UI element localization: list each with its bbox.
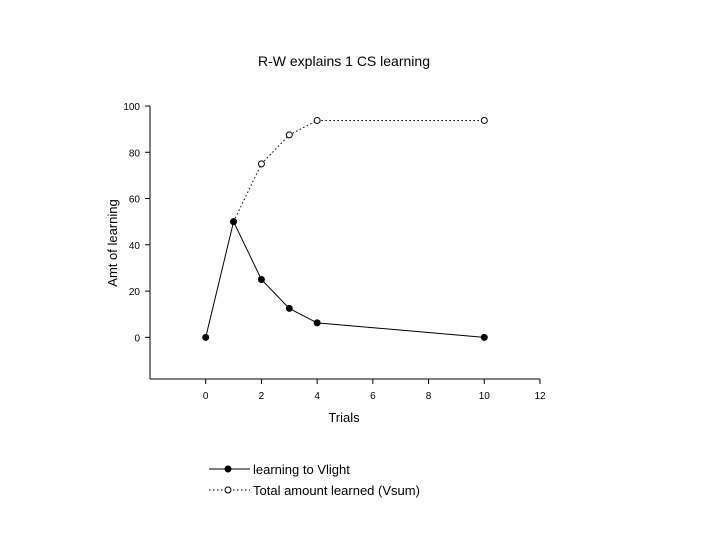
series-1-point: [202, 333, 210, 341]
legend-label-2: Total amount learned (Vsum): [253, 483, 420, 498]
series-1-point: [285, 304, 293, 312]
x-tick-label: 12: [534, 391, 546, 402]
series-1-point: [313, 319, 321, 327]
series-2-point: [257, 160, 265, 168]
y-tick-label: 0: [134, 333, 140, 344]
y-tick-label: 20: [129, 287, 141, 298]
legend-label-1: learning to Vlight: [253, 462, 350, 477]
legend-marker-1: [224, 465, 232, 473]
x-tick-label: 0: [203, 391, 209, 402]
series-2-point: [285, 131, 293, 139]
series-layer: [202, 116, 488, 341]
y-axis-label: Amt of learning: [105, 199, 120, 286]
x-tick-label: 10: [479, 391, 491, 402]
series-1-point: [257, 276, 265, 284]
y-tick-label: 100: [123, 102, 140, 113]
y-tick-label: 40: [129, 241, 141, 252]
axes: 0 2 4 6 8 10 12 0 20 40 60 80 100: [123, 102, 546, 402]
series-2-point: [313, 116, 321, 124]
x-tick-label: 8: [426, 391, 432, 402]
x-axis-label: Trials: [328, 410, 360, 425]
series-line-1: [205, 220, 485, 338]
series-2-point: [480, 116, 488, 124]
chart-title: R-W explains 1 CS learning: [258, 53, 430, 69]
legend-marker-2: [224, 486, 232, 494]
y-tick-label: 80: [129, 148, 141, 159]
series-line-2: [233, 119, 485, 222]
legend: learning to Vlight Total amount learned (…: [209, 462, 420, 498]
x-tick-label: 2: [259, 391, 265, 402]
x-tick-label: 6: [370, 391, 376, 402]
series-1-point: [480, 333, 488, 341]
x-tick-label: 4: [314, 391, 320, 402]
y-tick-label: 60: [129, 195, 141, 206]
series-1-point: [230, 218, 238, 226]
